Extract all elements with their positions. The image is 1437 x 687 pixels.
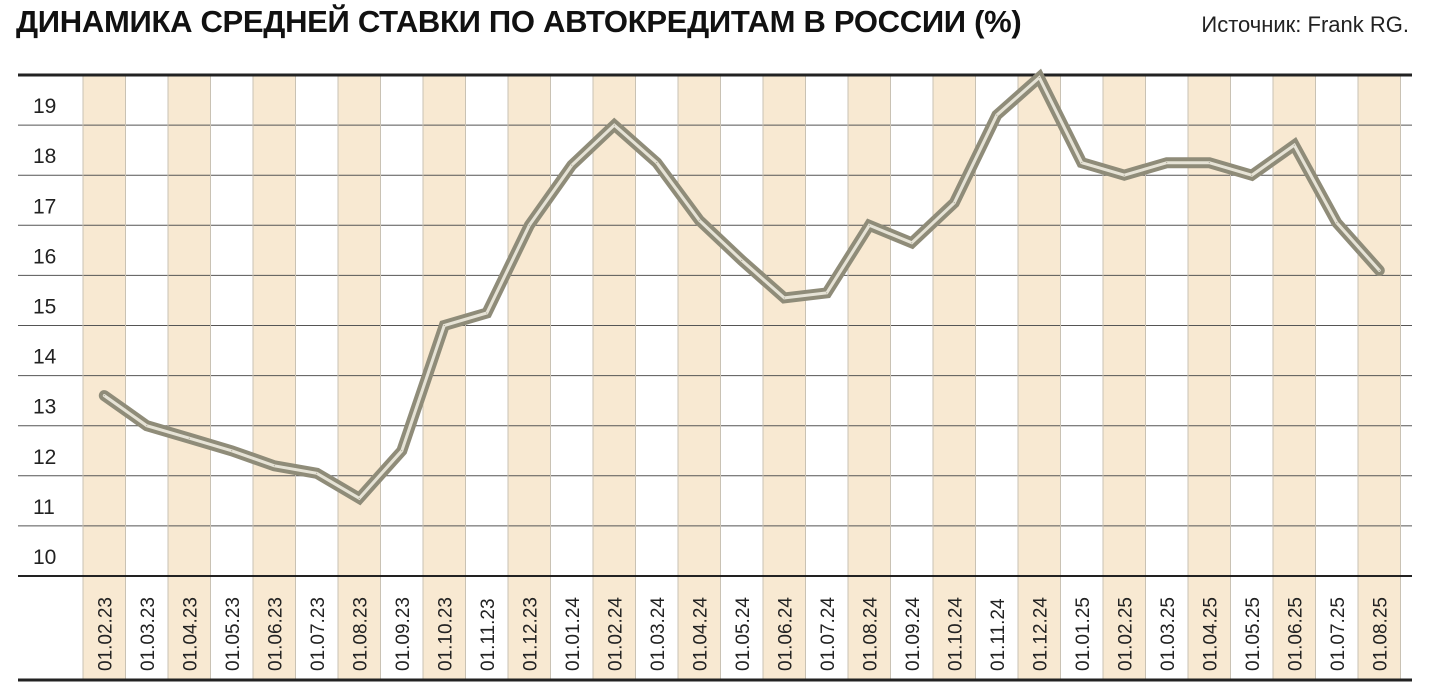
x-tick-label: 01.05.25 bbox=[1243, 597, 1264, 671]
x-tick-label: 01.03.25 bbox=[1158, 597, 1179, 671]
column-stripe bbox=[763, 75, 806, 680]
data-point bbox=[1081, 162, 1083, 164]
y-tick-label: 14 bbox=[33, 346, 57, 369]
column-stripe bbox=[1358, 75, 1401, 680]
data-point bbox=[911, 242, 913, 244]
data-point bbox=[826, 292, 828, 294]
y-tick-labels: 10 11 12 13 14 15 16 17 18 19 bbox=[33, 95, 57, 569]
data-point bbox=[443, 325, 445, 326]
x-tick-label: 01.04.24 bbox=[690, 597, 711, 671]
data-point bbox=[188, 437, 190, 439]
column-stripe bbox=[848, 75, 891, 680]
x-tick-label: 01.09.24 bbox=[903, 597, 924, 671]
x-tick-label: 01.09.23 bbox=[393, 597, 414, 671]
x-tick-label: 01.11.24 bbox=[988, 598, 1009, 671]
y-tick-label: 16 bbox=[33, 245, 56, 268]
y-tick-label: 15 bbox=[33, 295, 56, 318]
column-stripe bbox=[83, 75, 126, 680]
grid-lines bbox=[18, 75, 1412, 680]
x-tick-label: 01.03.23 bbox=[138, 597, 159, 671]
y-tick-label: 13 bbox=[33, 396, 56, 419]
data-point bbox=[528, 224, 530, 226]
x-tick-label: 01.04.23 bbox=[180, 597, 201, 671]
column-stripes bbox=[83, 75, 1401, 680]
x-tick-label: 01.06.23 bbox=[265, 597, 286, 671]
data-point bbox=[231, 450, 233, 452]
data-point bbox=[1166, 162, 1168, 164]
y-tick-label: 12 bbox=[33, 446, 56, 469]
y-tick-label: 19 bbox=[33, 95, 56, 118]
x-tick-label: 01.02.25 bbox=[1115, 597, 1136, 671]
x-tick-label: 01.03.24 bbox=[648, 597, 669, 671]
data-point bbox=[1123, 174, 1125, 176]
x-tick-label: 01.06.25 bbox=[1285, 597, 1306, 671]
x-tick-label: 01.07.25 bbox=[1328, 597, 1349, 671]
data-point bbox=[486, 312, 488, 314]
data-point bbox=[953, 202, 955, 204]
x-tick-label: 01.10.23 bbox=[435, 597, 456, 671]
y-tick-label: 18 bbox=[33, 145, 56, 168]
x-tick-label: 01.08.24 bbox=[860, 597, 881, 671]
x-tick-label: 01.11.23 bbox=[478, 598, 499, 671]
data-point bbox=[613, 124, 615, 126]
x-tick-label: 01.08.23 bbox=[350, 597, 371, 671]
data-point bbox=[656, 162, 658, 164]
data-point bbox=[273, 465, 275, 467]
x-tick-label: 01.07.23 bbox=[308, 597, 329, 671]
x-tick-label: 01.01.25 bbox=[1073, 597, 1094, 671]
chart-title: ДИНАМИКА СРЕДНЕЙ СТАВКИ ПО АВТОКРЕДИТАМ … bbox=[16, 4, 1022, 39]
y-tick-label: 11 bbox=[33, 496, 55, 519]
data-point bbox=[741, 259, 743, 261]
column-stripe bbox=[593, 75, 636, 680]
data-point bbox=[1038, 77, 1040, 79]
column-stripe bbox=[253, 75, 296, 680]
y-tick-label: 17 bbox=[33, 195, 56, 218]
x-tick-label: 01.02.24 bbox=[605, 597, 626, 671]
data-point bbox=[146, 425, 148, 427]
x-tick-label: 01.12.24 bbox=[1030, 597, 1051, 671]
data-point bbox=[1378, 269, 1380, 271]
data-point bbox=[1208, 162, 1210, 164]
data-series bbox=[98, 68, 1385, 506]
x-tick-label: 01.05.23 bbox=[223, 597, 244, 671]
data-point bbox=[401, 450, 403, 452]
column-stripe bbox=[508, 75, 551, 680]
column-stripe bbox=[168, 75, 211, 680]
chart-source: Источник: Frank RG. bbox=[1201, 12, 1409, 37]
y-tick-label: 10 bbox=[33, 546, 56, 569]
axes bbox=[18, 73, 1412, 682]
data-point bbox=[783, 297, 785, 299]
data-point bbox=[698, 219, 700, 221]
data-point bbox=[571, 164, 573, 166]
x-tick-label: 01.07.24 bbox=[818, 597, 839, 671]
column-stripe bbox=[678, 75, 721, 680]
x-tick-label: 01.06.24 bbox=[775, 597, 796, 671]
column-stripe bbox=[1018, 75, 1061, 680]
data-point bbox=[1336, 222, 1338, 224]
column-stripe bbox=[1188, 75, 1231, 680]
data-point bbox=[1251, 174, 1253, 176]
data-point bbox=[996, 114, 998, 116]
x-tick-label: 01.04.25 bbox=[1200, 597, 1221, 671]
x-tick-label: 01.12.23 bbox=[520, 597, 541, 671]
x-tick-label: 01.02.23 bbox=[95, 597, 116, 671]
x-tick-label: 01.05.24 bbox=[733, 597, 754, 671]
x-tick-labels: 01.02.23 01.03.23 01.04.23 01.05.23 01.06.23… bbox=[95, 597, 1391, 671]
data-point bbox=[358, 497, 360, 499]
data-point bbox=[868, 224, 870, 226]
x-tick-label: 01.08.25 bbox=[1370, 597, 1391, 671]
column-stripe bbox=[338, 75, 381, 680]
x-tick-label: 01.01.24 bbox=[563, 597, 584, 671]
data-point bbox=[316, 472, 318, 474]
data-point bbox=[1293, 144, 1295, 146]
x-tick-label: 01.10.24 bbox=[945, 597, 966, 671]
data-point bbox=[103, 395, 105, 397]
